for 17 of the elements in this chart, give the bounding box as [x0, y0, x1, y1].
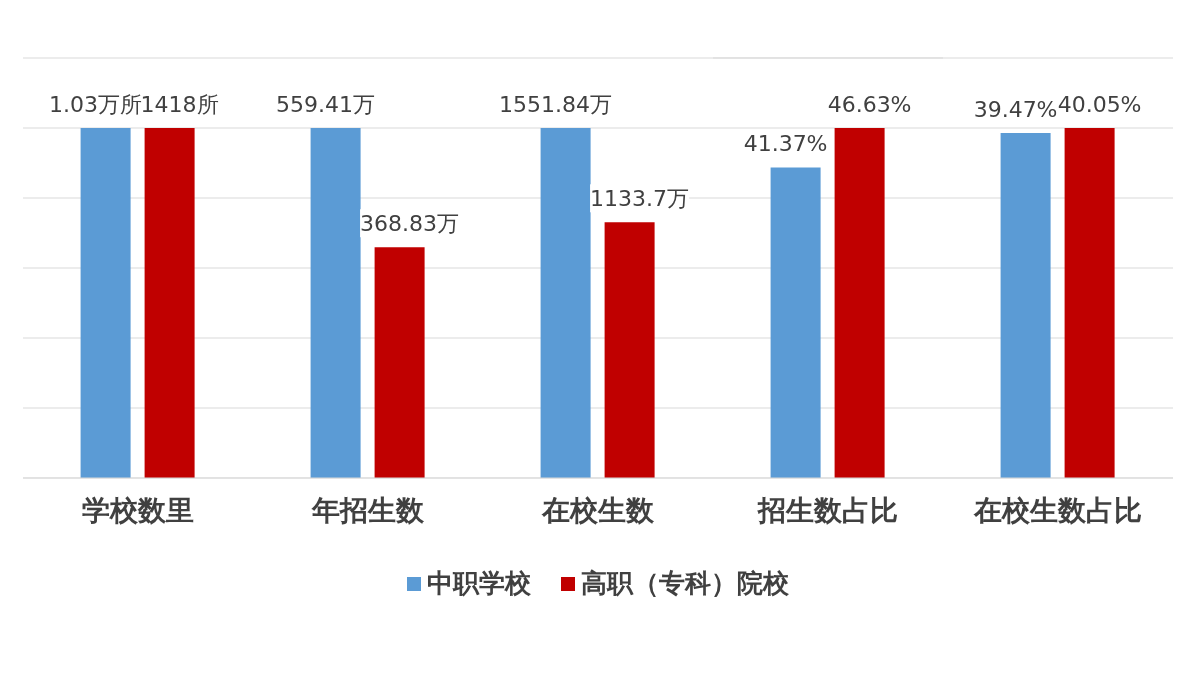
data-label: 40.05%: [1057, 92, 1142, 117]
data-label: 39.47%: [973, 97, 1058, 123]
legend-label: 高职（专科）院校: [581, 567, 789, 600]
x-tick-label: 在校生数: [541, 493, 655, 527]
data-label: 368.83万: [360, 211, 460, 237]
data-label: 1418所: [140, 92, 219, 117]
data-label: 1.03万所: [49, 92, 143, 117]
data-label: 46.63%: [827, 92, 912, 117]
legend-label: 中职学校: [427, 567, 531, 600]
x-tick-label: 在校生数占比: [973, 493, 1142, 527]
x-tick-label: 学校数里: [82, 493, 194, 527]
x-tick-label: 招生数占比: [757, 493, 898, 527]
data-label: 559.41万: [276, 92, 376, 117]
data-label: 1133.7万: [590, 186, 690, 212]
data-label: 1551.84万: [499, 92, 613, 117]
x-tick-label: 年招生数: [311, 493, 425, 527]
data-label: 41.37%: [743, 131, 828, 157]
